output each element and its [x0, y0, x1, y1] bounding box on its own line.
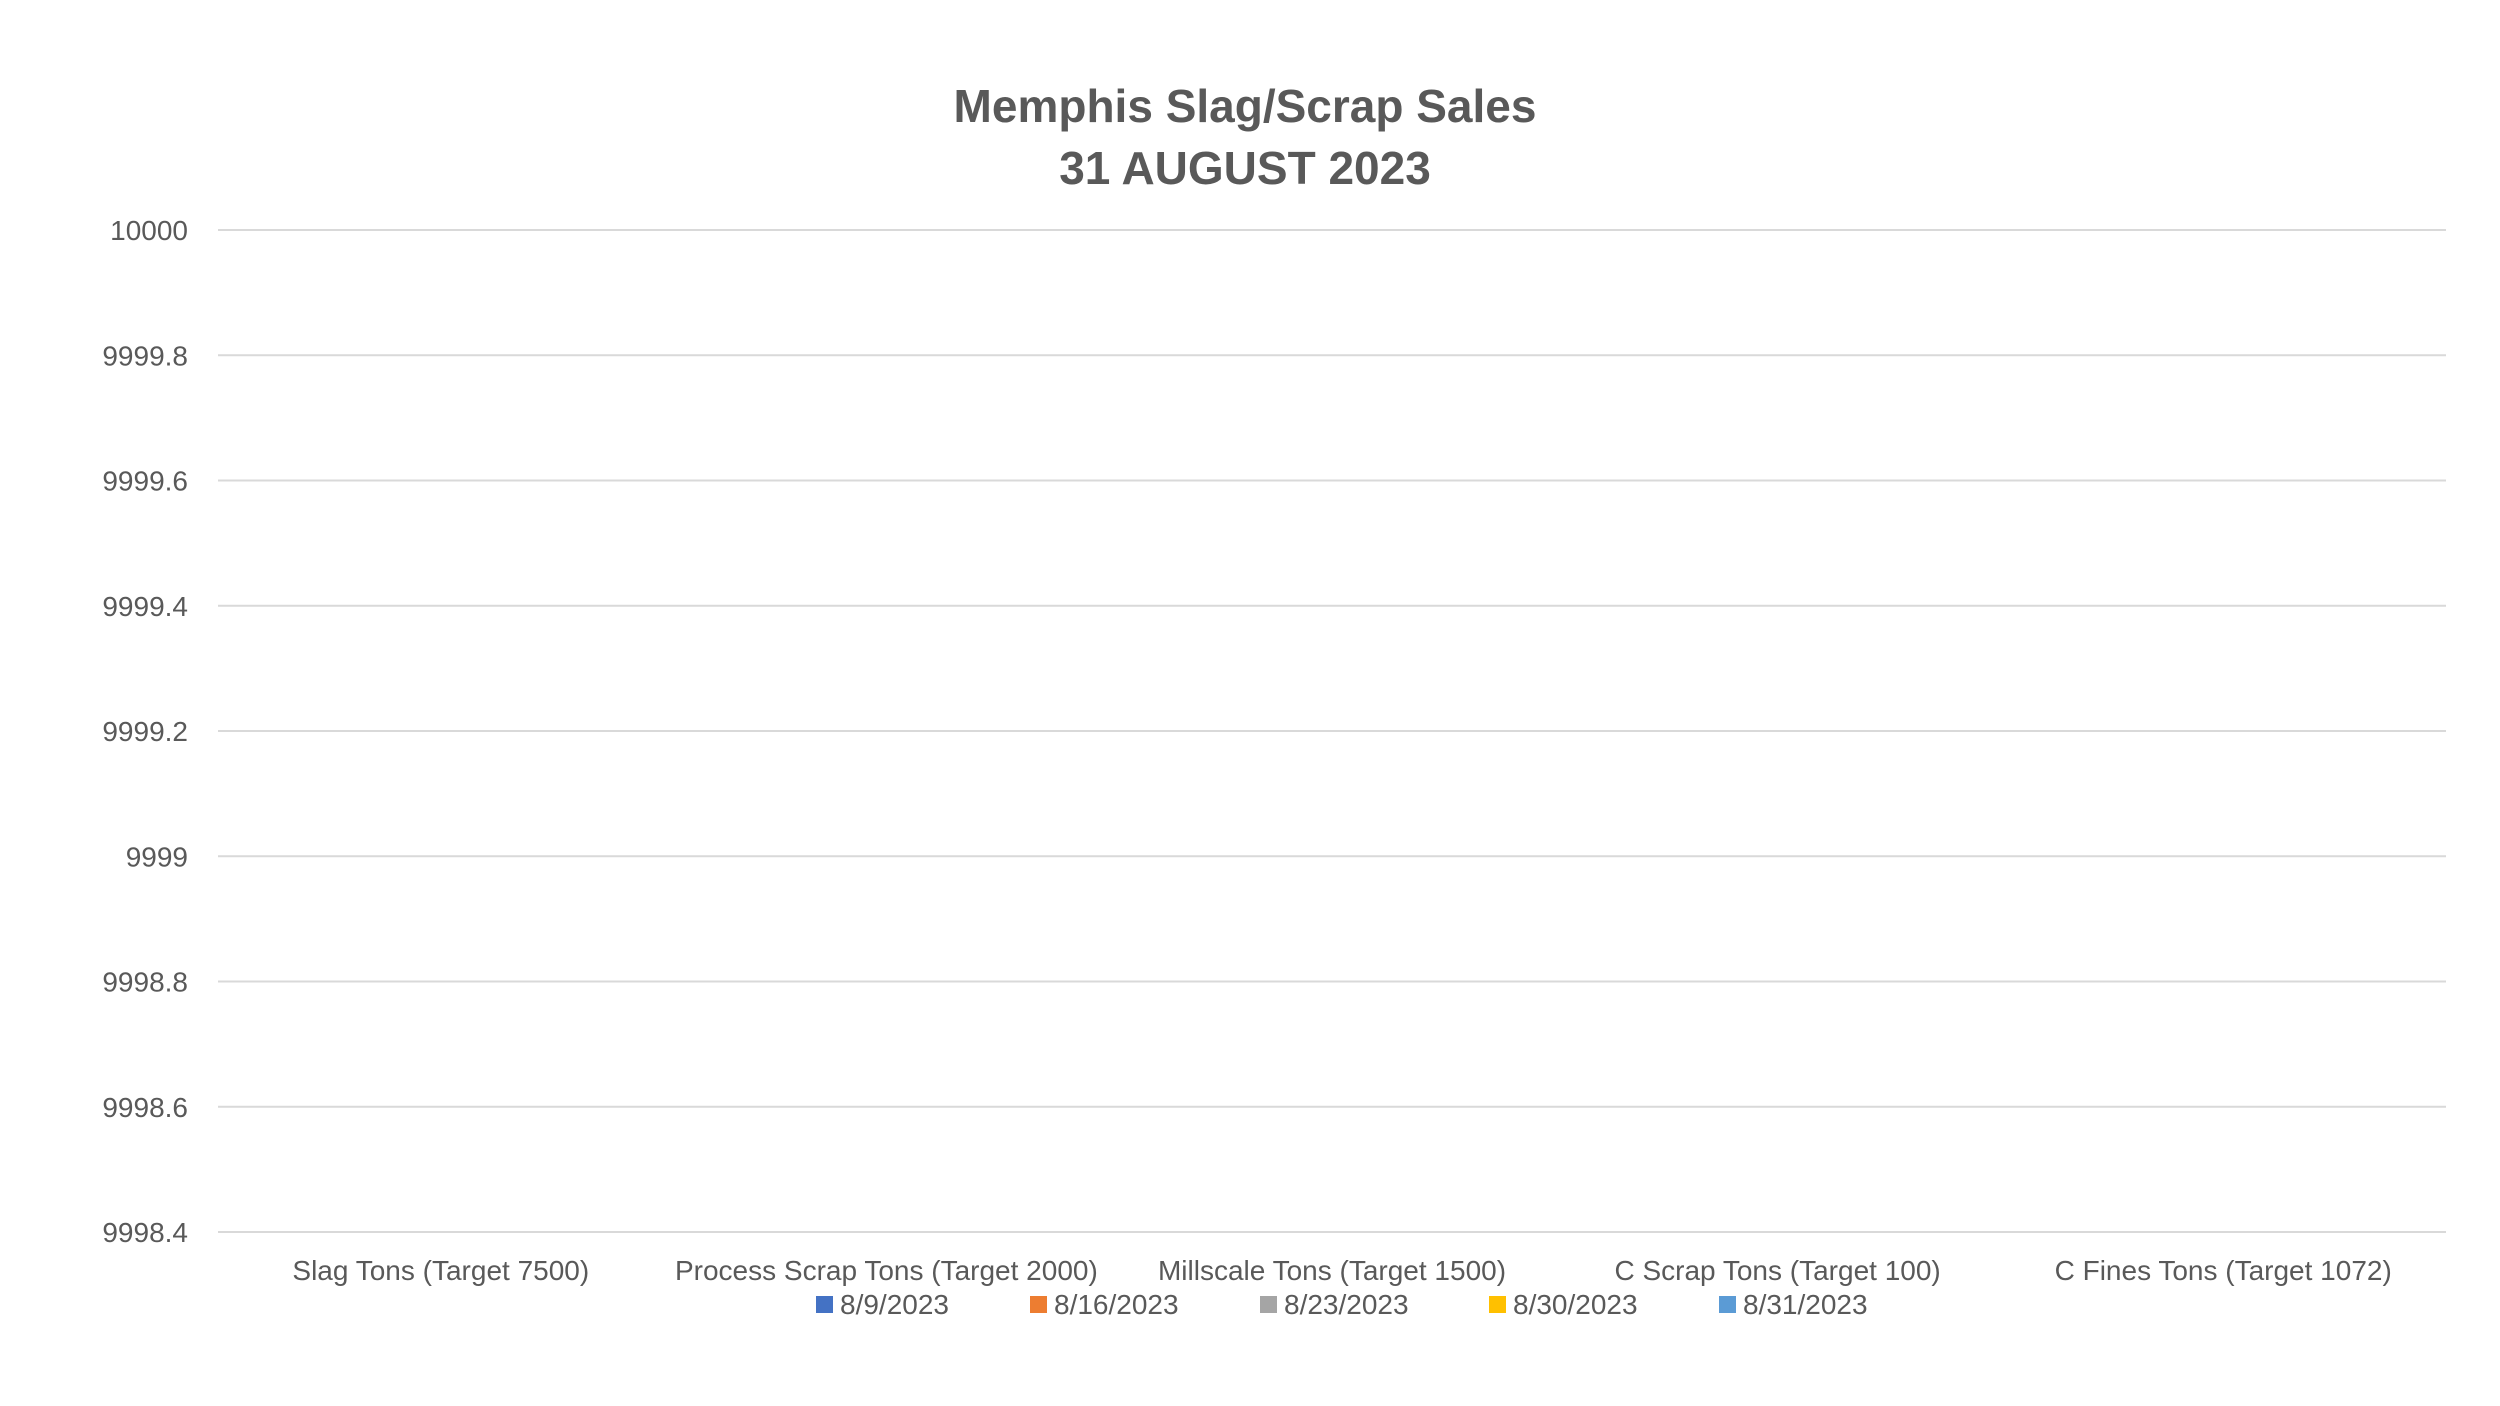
- legend-label: 8/31/2023: [1743, 1289, 1868, 1320]
- y-tick-label: 9999.8: [102, 340, 188, 371]
- y-tick-label: 9999.6: [102, 466, 188, 497]
- x-category-label: C Scrap Tons (Target 100): [1614, 1255, 1940, 1286]
- legend-swatch: [1260, 1296, 1277, 1313]
- legend-label: 8/16/2023: [1054, 1289, 1179, 1320]
- legend-label: 8/9/2023: [840, 1289, 949, 1320]
- x-axis-categories: Slag Tons (Target 7500) Process Scrap Ton…: [292, 1255, 2391, 1286]
- y-axis-ticks: 10000 9999.8 9999.6 9999.4 9999.2 9999 9998.8 9…: [102, 215, 188, 1248]
- chart-title: Memphis Slag/Scrap Sales: [954, 80, 1537, 132]
- y-tick-label: 9998.6: [102, 1092, 188, 1123]
- y-tick-label: 9998.4: [102, 1217, 188, 1248]
- legend-swatch: [1489, 1296, 1506, 1313]
- legend: 8/9/2023 8/16/2023 8/23/2023 8/30/2023 8/31/…: [816, 1289, 1868, 1320]
- chart-subtitle: 31 AUGUST 2023: [1059, 142, 1431, 194]
- x-category-label: C Fines Tons (Target 1072): [2055, 1255, 2392, 1286]
- y-tick-label: 9999.2: [102, 716, 188, 747]
- legend-swatch: [1719, 1296, 1736, 1313]
- y-tick-label: 10000: [110, 215, 188, 246]
- legend-swatch: [1030, 1296, 1047, 1313]
- gridlines: [218, 229, 2446, 1233]
- y-tick-label: 9999: [126, 841, 188, 872]
- x-category-label: Slag Tons (Target 7500): [292, 1255, 589, 1286]
- x-category-label: Process Scrap Tons (Target 2000): [675, 1255, 1098, 1286]
- legend-label: 8/30/2023: [1513, 1289, 1638, 1320]
- y-tick-label: 9999.4: [102, 591, 188, 622]
- legend-swatch: [816, 1296, 833, 1313]
- legend-label: 8/23/2023: [1284, 1289, 1409, 1320]
- x-category-label: Millscale Tons (Target 1500): [1158, 1255, 1506, 1286]
- y-tick-label: 9998.8: [102, 967, 188, 998]
